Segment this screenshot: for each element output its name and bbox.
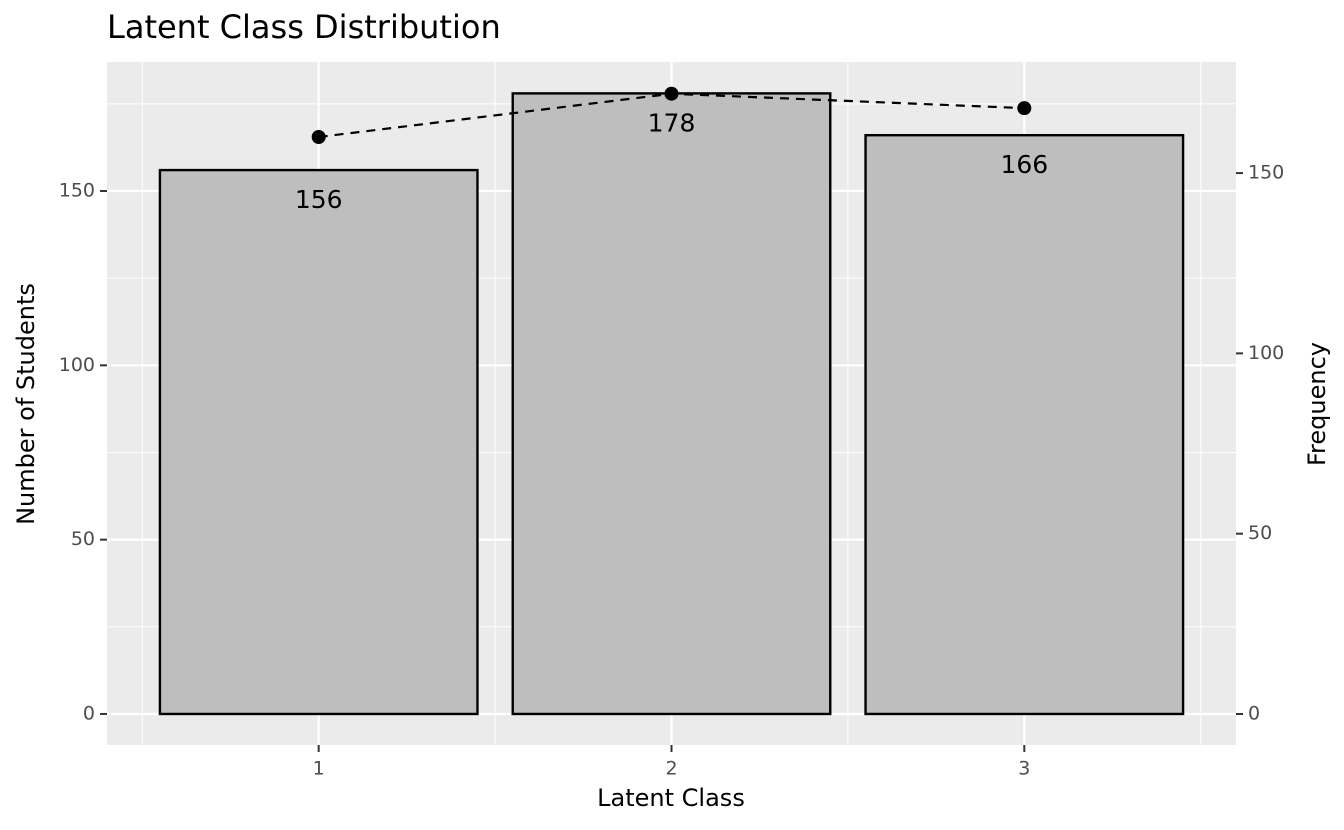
- chart-title: Latent Class Distribution: [107, 8, 501, 46]
- y-tick-label: 0: [83, 702, 95, 724]
- bar: [158, 168, 479, 716]
- y2-tick-label: 0: [1248, 702, 1260, 724]
- y-axis-title: Number of Students: [12, 283, 40, 525]
- value-label: 178: [648, 108, 696, 137]
- y-tick-label: 100: [59, 354, 95, 376]
- bar: [511, 92, 832, 716]
- point: [311, 130, 326, 145]
- x-tick-label: 2: [665, 758, 677, 780]
- y-tick-label: 50: [71, 528, 95, 550]
- x-tick-label: 1: [313, 758, 325, 780]
- y2-tick-label: 100: [1248, 342, 1284, 364]
- bar: [864, 134, 1185, 716]
- value-label: 156: [295, 185, 343, 214]
- y2-axis-title: Frequency: [1303, 342, 1331, 466]
- y-tick-label: 150: [59, 179, 95, 201]
- y2-tick-label: 50: [1248, 522, 1272, 544]
- x-tick-label: 3: [1018, 758, 1030, 780]
- value-label: 166: [1000, 150, 1048, 179]
- y2-tick-label: 150: [1248, 162, 1284, 184]
- point: [664, 86, 679, 101]
- point: [1017, 101, 1032, 116]
- marks: [158, 86, 1185, 716]
- x-axis-title: Latent Class: [597, 784, 745, 812]
